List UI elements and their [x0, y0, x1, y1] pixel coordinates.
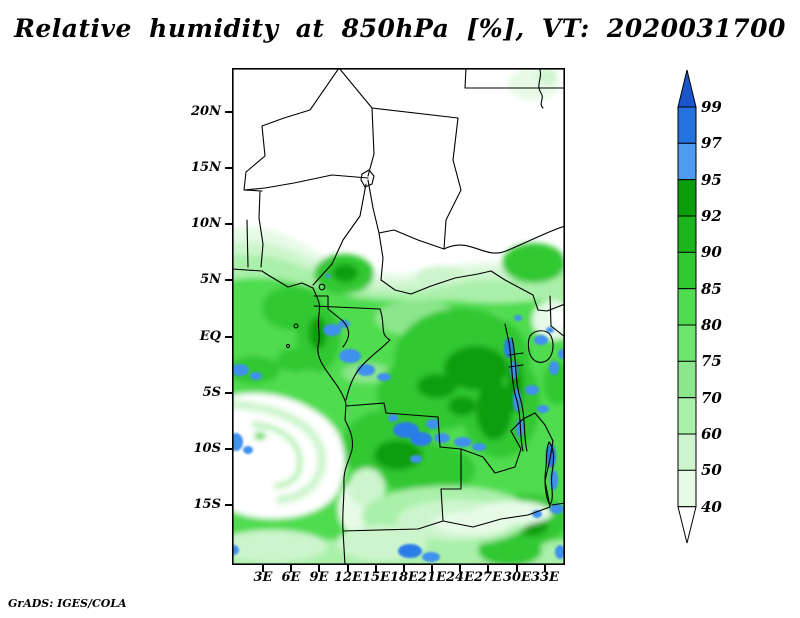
lon-tick: [459, 565, 461, 572]
lat-tick-label: 10S: [193, 441, 221, 456]
lon-tick: [431, 565, 433, 572]
colorbar-tick-label: 80: [701, 316, 722, 334]
lon-tick-label: 9E: [309, 570, 329, 585]
colorbar: 99 97 95 92 90 85 80 75 70 60 50 40: [677, 69, 722, 544]
colorbar-tick-label: 95: [701, 171, 722, 189]
lat-tick: [225, 167, 232, 169]
lon-tick-label: 3E: [253, 570, 273, 585]
lat-tick: [225, 223, 232, 225]
lat-tick-label: 5S: [202, 385, 221, 400]
humidity-shading-layer: [232, 68, 565, 565]
lat-tick: [225, 504, 232, 506]
colorbar-arrow-top: [677, 69, 697, 108]
lon-tick: [375, 565, 377, 572]
lon-tick-label: 12E: [334, 570, 362, 585]
lat-tick-label: EQ: [199, 329, 221, 344]
colorbar-tick-label: 50: [701, 461, 722, 479]
colorbar-segment: [677, 251, 697, 290]
colorbar-segment: [677, 288, 697, 326]
colorbar-tick-label: 70: [701, 389, 722, 407]
lat-tick: [225, 111, 232, 113]
lon-tick-label: 21E: [418, 570, 446, 585]
lat-tick: [225, 279, 232, 281]
country-borders-layer: [232, 68, 565, 565]
lon-tick: [487, 565, 489, 572]
lat-tick-label: 15S: [193, 497, 221, 512]
saturated-patches-layer: [232, 274, 565, 562]
lat-tick-label: 15N: [191, 160, 221, 175]
lon-tick-label: 18E: [390, 570, 418, 585]
lon-tick: [318, 565, 320, 572]
colorbar-tick-label: 90: [701, 243, 722, 261]
lat-tick-label: 5N: [200, 272, 221, 287]
lat-tick: [225, 392, 232, 394]
plot-title: Relative humidity at 850hPa [%], VT: 202…: [14, 14, 786, 43]
lon-tick-label: 27E: [474, 570, 502, 585]
colorbar-tick-label: 99: [701, 98, 722, 116]
lat-tick: [225, 336, 232, 338]
lon-tick: [290, 565, 292, 572]
colorbar-segment: [677, 397, 697, 435]
colorbar-tick-label: 75: [701, 352, 722, 370]
colorbar-tick-label: 85: [701, 280, 722, 298]
lon-tick: [347, 565, 349, 572]
colorbar-segment: [677, 324, 697, 362]
lon-tick-label: 33E: [531, 570, 559, 585]
map-frame: [232, 68, 565, 565]
colorbar-segment: [677, 215, 697, 253]
lat-tick: [225, 448, 232, 450]
lon-tick: [516, 565, 518, 572]
colorbar-segment: [677, 142, 697, 181]
lon-tick-label: 6E: [281, 570, 301, 585]
grads-credit: GrADS: IGES/COLA: [8, 597, 127, 610]
lat-tick-label: 10N: [191, 216, 221, 231]
colorbar-segment: [677, 179, 697, 217]
lon-tick-label: 24E: [446, 570, 474, 585]
colorbar-segment: [677, 469, 697, 508]
colorbar-segment: [677, 360, 697, 399]
colorbar-tick-label: 60: [701, 425, 722, 443]
lat-tick-label: 20N: [191, 104, 221, 119]
lon-tick: [544, 565, 546, 572]
colorbar-tick-label: 97: [701, 134, 722, 152]
lon-tick: [262, 565, 264, 572]
colorbar-tick-label: 40: [701, 498, 722, 516]
colorbar-tick-label: 92: [701, 207, 722, 225]
lon-tick: [403, 565, 405, 572]
humidity-map: [232, 68, 565, 565]
colorbar-segment: [677, 106, 697, 144]
lon-tick-label: 30E: [503, 570, 531, 585]
colorbar-arrow-bottom: [677, 506, 697, 544]
colorbar-segment: [677, 433, 697, 471]
lon-tick-label: 15E: [362, 570, 390, 585]
